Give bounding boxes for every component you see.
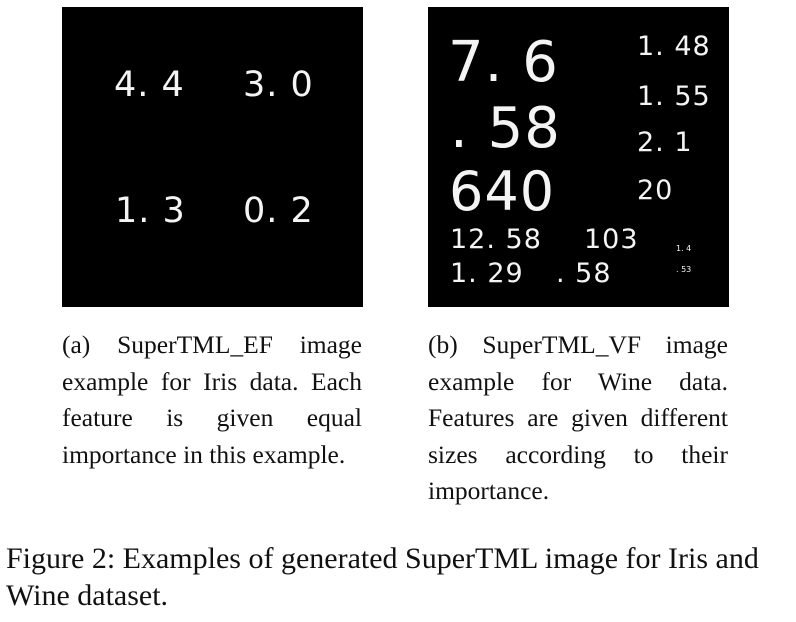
wine-feature-7: 20: [637, 175, 674, 206]
wine-feature-8: 12. 58: [450, 224, 542, 255]
iris-feature-2: 3. 0: [243, 65, 314, 105]
subfigure-caption-a: (a) SuperTML_EF image example for Iris d…: [62, 330, 362, 469]
iris-feature-1: 4. 4: [114, 65, 185, 105]
wine-feature-11: . 58: [556, 258, 612, 289]
wine-feature-9: 103: [584, 224, 639, 255]
iris-feature-4: 0. 2: [243, 191, 314, 231]
iris-feature-3: 1. 3: [115, 191, 186, 231]
wine-feature-4: 1. 48: [637, 31, 711, 62]
iris-feature-image: 4. 4 3. 0 1. 3 0. 2: [62, 7, 363, 307]
figure-caption: Figure 2: Examples of generated SuperTML…: [6, 542, 759, 612]
wine-feature-2: . 58: [450, 96, 561, 161]
wine-feature-12: 1. 4: [676, 244, 692, 253]
wine-feature-6: 2. 1: [637, 127, 693, 158]
subfigure-caption-b: (b) SuperTML_VF image example for Wine d…: [428, 330, 728, 505]
wine-feature-10: 1. 29: [450, 258, 524, 289]
wine-feature-3: 640: [449, 160, 556, 223]
wine-feature-1: 7. 6: [448, 30, 559, 95]
wine-feature-5: 1. 55: [637, 81, 711, 112]
wine-feature-13: . 53: [676, 265, 692, 274]
wine-feature-image: 7. 6 . 58 640 1. 48 1. 55 2. 1 20 12. 58…: [428, 7, 729, 307]
